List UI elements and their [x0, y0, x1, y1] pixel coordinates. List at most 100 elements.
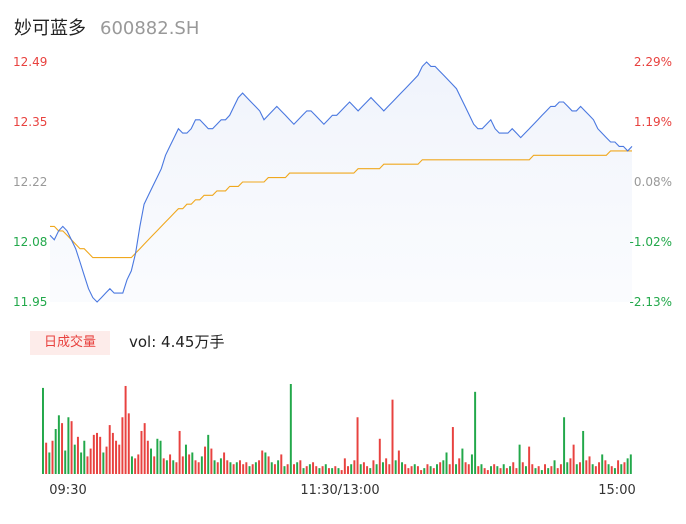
volume-bar: [251, 464, 254, 474]
volume-bar: [89, 448, 92, 474]
volume-bar: [375, 464, 378, 474]
volume-bar: [308, 464, 311, 474]
y-right-tick-label: -2.13%: [630, 295, 672, 309]
volume-bar: [486, 470, 489, 474]
volume-bar: [448, 464, 451, 474]
volume-bar: [197, 462, 200, 474]
volume-bar: [556, 468, 559, 474]
volume-bar: [464, 462, 467, 474]
volume-bar: [499, 468, 502, 474]
volume-bar: [416, 466, 419, 474]
volume-bar: [391, 399, 394, 474]
volume-bar: [410, 466, 413, 474]
volume-bar: [362, 462, 365, 474]
volume-bar: [277, 460, 280, 474]
volume-bar: [493, 464, 496, 474]
volume-bar: [92, 434, 95, 474]
volume-bar: [223, 452, 226, 474]
volume-bar: [130, 456, 133, 474]
volume-bar: [61, 423, 64, 474]
volume-bar: [432, 468, 435, 474]
volume-bar: [353, 460, 356, 474]
y-left-tick-label: 12.35: [13, 115, 47, 129]
volume-bar: [296, 462, 299, 474]
volume-bar: [51, 440, 54, 474]
y-left-tick-label: 12.22: [13, 175, 47, 189]
volume-bar: [102, 452, 105, 474]
volume-bar: [331, 468, 334, 474]
volume-bar: [111, 432, 114, 474]
volume-bar: [420, 470, 423, 474]
volume-bar: [467, 464, 470, 474]
volume-bar: [413, 464, 416, 474]
volume-bar: [607, 464, 610, 474]
volume-bar: [470, 454, 473, 474]
volume-bar: [216, 462, 219, 474]
volume-tab[interactable]: 日成交量: [30, 331, 110, 355]
volume-bar: [601, 454, 604, 474]
volume-bar: [455, 464, 458, 474]
volume-bar: [521, 462, 524, 474]
volume-bar: [226, 460, 229, 474]
volume-bar: [121, 417, 124, 474]
volume-bar: [563, 417, 566, 474]
volume-bar: [343, 458, 346, 474]
volume-bar: [578, 462, 581, 474]
volume-bar: [534, 468, 537, 474]
volume-bar: [436, 464, 438, 474]
volume-bar: [254, 462, 257, 474]
volume-bar: [242, 464, 245, 474]
volume-bar: [540, 470, 543, 474]
volume-bar: [598, 462, 601, 474]
volume-bar: [458, 458, 461, 474]
volume-bar: [445, 452, 448, 474]
volume-bar: [70, 421, 73, 474]
volume-bar: [528, 446, 531, 474]
volume-bar: [559, 464, 562, 474]
volume-bar: [429, 466, 432, 474]
volume-bar: [442, 460, 445, 474]
volume-bar: [232, 464, 235, 474]
volume-bar: [515, 468, 518, 474]
volume-bar: [118, 444, 121, 474]
volume-bar: [219, 458, 222, 474]
y-right-tick-label: 0.08%: [634, 175, 672, 189]
volume-bar: [283, 466, 286, 474]
y-left-tick-label: 12.49: [13, 55, 47, 69]
volume-bar: [350, 464, 353, 474]
volume-bar: [191, 452, 194, 474]
x-tick-label: 09:30: [49, 483, 86, 498]
volume-bar: [165, 460, 168, 474]
volume-bar: [496, 466, 499, 474]
volume-bar: [518, 444, 521, 474]
volume-bar: [264, 452, 267, 474]
volume-bar: [505, 468, 508, 474]
volume-bar: [80, 452, 83, 474]
volume-bar: [175, 462, 178, 474]
volume-bar: [324, 464, 327, 474]
volume-bar: [312, 462, 315, 474]
volume-total: vol: 4.45万手: [129, 333, 225, 351]
volume-bar: [572, 444, 575, 474]
volume-bar: [134, 458, 137, 474]
volume-bar: [302, 468, 305, 474]
volume-bar: [359, 464, 362, 474]
volume-bar: [582, 430, 585, 474]
price-chart: 12.49 12.35 12.22 12.08 11.95 2.29% 1.19% 0.08%…: [13, 55, 672, 309]
volume-bar: [86, 456, 89, 474]
price-area: [50, 62, 632, 302]
y-left-tick-label: 12.08: [13, 235, 47, 249]
volume-bar: [293, 464, 295, 474]
volume-bar: [239, 460, 241, 474]
volume-bar: [569, 458, 572, 474]
volume-bar: [267, 456, 270, 474]
volume-bar: [299, 460, 302, 474]
volume-bar: [553, 460, 556, 474]
volume-bar: [610, 466, 613, 474]
volume-bar: [194, 460, 197, 474]
volume-bar: [334, 466, 337, 474]
volume-bar: [604, 460, 607, 474]
volume-bar: [305, 466, 308, 474]
volume-bar: [407, 468, 410, 474]
volume-bar: [537, 466, 540, 474]
